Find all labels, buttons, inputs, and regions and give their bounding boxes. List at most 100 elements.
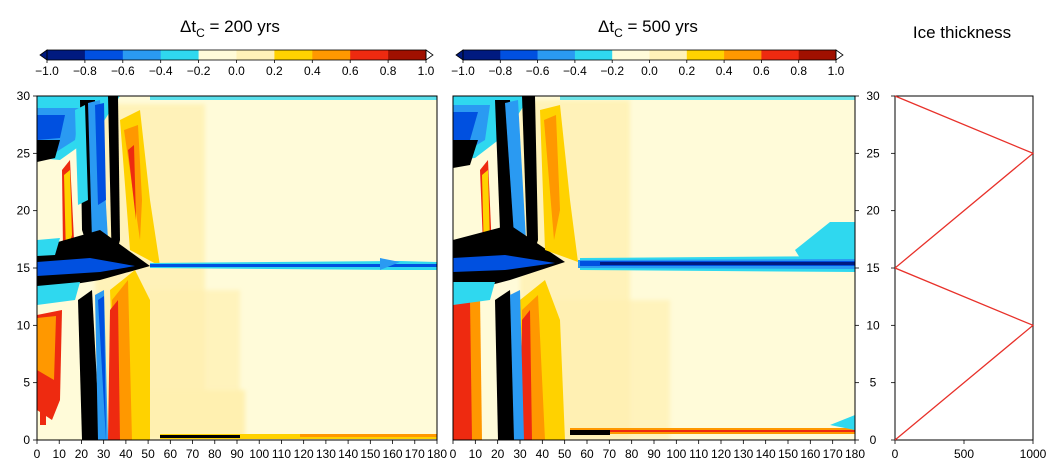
x-tick-label: 180: [427, 447, 447, 461]
x-tick-label: 100: [666, 447, 686, 461]
x-tick-label: 500: [954, 447, 974, 461]
colorbar-b-swatch: [500, 50, 538, 60]
y-tick-label: 15: [866, 261, 880, 275]
x-tick-label: 20: [491, 447, 505, 461]
colorbar-a-swatch: [122, 50, 161, 60]
x-tick-label: 30: [97, 447, 111, 461]
colorbar-a-swatch: [236, 50, 275, 60]
x-tick-label: 150: [778, 447, 798, 461]
y-tick-label: 15: [17, 261, 31, 275]
colorbar-b-tick-label: 1.0: [828, 64, 845, 78]
colorbar-b-tick-label: −0.6: [526, 64, 550, 78]
axes-ice-thickness: 0 500 1000: [891, 95, 1047, 461]
x-tick-label: 70: [603, 447, 617, 461]
y-tick-label: 20: [17, 204, 31, 218]
x-tick-label: 0: [892, 447, 899, 461]
colorbar-b-swatch: [686, 50, 725, 60]
colorbar-a-swatch: [312, 50, 351, 60]
colorbar-a-swatch: [47, 50, 86, 60]
colorbar-b-swatch: [724, 50, 762, 60]
y-tick-label: 25: [17, 146, 31, 160]
colorbar-a-tick-label: 0.8: [380, 64, 397, 78]
y-tick-label: 10: [17, 318, 31, 332]
colorbar-a-over-triangle: [425, 49, 434, 61]
axes-panel-a: 0 10 20 30 40 50 60 70 80 90 100 110 120 130 140 150 160…: [17, 89, 448, 461]
y-tick-label: 30: [17, 89, 31, 103]
colorbar-b-swatch: [798, 50, 837, 60]
x-tick-label: 80: [625, 447, 639, 461]
x-tick-label: 110: [689, 447, 708, 461]
colorbar-a-tick-label: 0.4: [304, 64, 321, 78]
colorbar-b-tick-label: 0.6: [753, 64, 770, 78]
colorbar-b-tick-label: −1.0: [451, 64, 475, 78]
colorbar-b-tick-label: −0.2: [600, 64, 624, 78]
colorbar-a-tick-label: 0.2: [266, 64, 283, 78]
y-tick-label: 10: [866, 318, 880, 332]
x-tick-label: 160: [383, 447, 403, 461]
x-tick-label: 0: [34, 447, 41, 461]
x-tick-label: 1000: [1020, 447, 1047, 461]
colorbar-b-swatch: [649, 50, 688, 60]
heatmap-panel-b: [453, 96, 855, 440]
x-tick-label: 140: [756, 447, 776, 461]
colorbar-b-tick-label: 0.2: [678, 64, 695, 78]
colorbar-a-swatch: [388, 50, 427, 60]
y-tick-label: 5: [870, 376, 877, 390]
colorbar-b-swatch: [761, 50, 799, 60]
x-tick-label: 160: [800, 447, 820, 461]
colorbar-a-tick-label: −0.2: [187, 64, 211, 78]
colorbar-a-tick-label: −1.0: [35, 64, 59, 78]
x-tick-label: 60: [164, 447, 178, 461]
x-tick-label: 70: [186, 447, 200, 461]
colorbar-a-under-triangle: [39, 49, 48, 61]
x-tick-label: 50: [558, 447, 572, 461]
y-tick-label: 5: [23, 376, 30, 390]
colorbar-a-swatch: [160, 50, 199, 60]
x-tick-label: 20: [75, 447, 89, 461]
colorbar-a-swatch: [198, 50, 237, 60]
colorbar-a-tick-label: 1.0: [418, 64, 435, 78]
title-panel-b: ΔtC = 500 yrs: [598, 17, 698, 40]
colorbar-a-tick-label: −0.6: [111, 64, 135, 78]
y-tick-label: 30: [866, 89, 880, 103]
x-tick-label: 80: [208, 447, 222, 461]
colorbar-b-tick-label: 0.4: [716, 64, 733, 78]
colorbar-a-swatch: [274, 50, 313, 60]
colorbar-b-tick-label: 0.0: [641, 64, 658, 78]
colorbar-b-tick-label: −0.4: [563, 64, 587, 78]
x-tick-label: 30: [513, 447, 527, 461]
colorbar-a-tick-label: 0.0: [228, 64, 245, 78]
x-tick-label: 130: [733, 447, 753, 461]
x-tick-label: 150: [360, 447, 380, 461]
colorbar-b-swatch: [574, 50, 613, 60]
colorbar-a-tick-label: 0.6: [342, 64, 359, 78]
colorbar-a-swatch: [350, 50, 389, 60]
x-tick-label: 90: [647, 447, 661, 461]
x-tick-label: 170: [823, 447, 843, 461]
y-tick-label: 0: [870, 433, 877, 447]
y-tick-label: 0: [23, 433, 30, 447]
colorbar-b-under-triangle: [455, 49, 464, 61]
x-tick-label: 130: [316, 447, 336, 461]
title-panel-a: ΔtC = 200 yrs: [180, 17, 280, 40]
colorbar-b: −1.0 −0.8 −0.6 −0.4 −0.2 0.0 0.2 0.4 0.6 0.8 1.0: [451, 49, 845, 78]
axes-panel-b: 0 10 20 30 40 50 60 70 80 90 100 110 120 130 140 150 160…: [450, 89, 880, 461]
heatmap-panel-a: [37, 96, 437, 440]
colorbar-b-tick-label: 0.8: [790, 64, 807, 78]
x-tick-label: 120: [294, 447, 314, 461]
x-tick-label: 40: [119, 447, 133, 461]
colorbar-a-swatch: [84, 50, 124, 60]
x-tick-label: 100: [249, 447, 269, 461]
colorbar-b-swatch: [612, 50, 650, 60]
colorbar-b-over-triangle: [835, 49, 844, 61]
colorbar-a-tick-label: −0.8: [73, 64, 97, 78]
title-ice-thickness: Ice thickness: [913, 23, 1011, 42]
x-tick-label: 120: [711, 447, 731, 461]
x-tick-label: 90: [230, 447, 244, 461]
colorbar-b-tick-label: −0.8: [488, 64, 512, 78]
colorbar-b-swatch: [537, 50, 576, 60]
x-tick-label: 140: [338, 447, 358, 461]
x-tick-label: 180: [845, 447, 865, 461]
x-tick-label: 50: [141, 447, 155, 461]
